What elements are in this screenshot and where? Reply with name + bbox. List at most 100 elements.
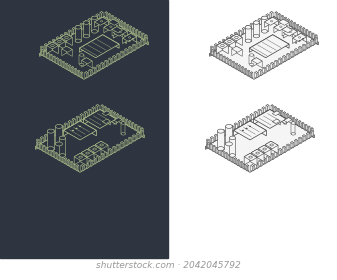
Polygon shape	[283, 19, 289, 29]
Polygon shape	[287, 27, 293, 37]
Polygon shape	[68, 65, 69, 71]
Polygon shape	[218, 41, 221, 43]
Polygon shape	[248, 116, 249, 122]
Polygon shape	[104, 23, 118, 31]
Polygon shape	[97, 155, 98, 162]
Polygon shape	[76, 116, 79, 118]
Polygon shape	[228, 37, 229, 43]
Polygon shape	[100, 11, 103, 13]
Polygon shape	[44, 134, 46, 141]
Polygon shape	[208, 139, 210, 145]
Polygon shape	[206, 109, 314, 172]
Polygon shape	[113, 55, 116, 57]
Polygon shape	[105, 12, 108, 13]
Polygon shape	[79, 35, 103, 52]
Polygon shape	[270, 11, 273, 13]
Polygon shape	[97, 155, 100, 157]
Polygon shape	[78, 165, 79, 171]
Polygon shape	[132, 28, 135, 29]
Ellipse shape	[229, 154, 236, 157]
Ellipse shape	[80, 63, 84, 66]
Polygon shape	[121, 115, 122, 122]
Polygon shape	[207, 142, 209, 143]
Polygon shape	[138, 126, 139, 132]
Polygon shape	[278, 13, 279, 20]
Polygon shape	[299, 137, 300, 143]
Polygon shape	[104, 151, 106, 157]
Polygon shape	[263, 67, 264, 73]
Polygon shape	[218, 41, 220, 48]
Polygon shape	[290, 21, 293, 22]
Polygon shape	[219, 149, 221, 150]
Polygon shape	[236, 32, 237, 39]
Polygon shape	[117, 53, 120, 55]
Polygon shape	[287, 114, 289, 120]
Polygon shape	[302, 135, 306, 137]
Polygon shape	[282, 146, 286, 148]
Polygon shape	[246, 116, 248, 122]
Polygon shape	[240, 121, 241, 127]
Polygon shape	[249, 35, 289, 58]
Polygon shape	[114, 146, 116, 153]
Polygon shape	[218, 132, 221, 134]
Polygon shape	[65, 63, 66, 69]
Bar	[91, 18, 97, 31]
Polygon shape	[263, 158, 266, 160]
Polygon shape	[222, 130, 225, 132]
Polygon shape	[294, 117, 295, 123]
Polygon shape	[256, 58, 262, 68]
Polygon shape	[288, 19, 290, 25]
Polygon shape	[300, 137, 302, 143]
Polygon shape	[211, 144, 212, 150]
Polygon shape	[81, 149, 87, 161]
Polygon shape	[86, 72, 88, 78]
Polygon shape	[53, 151, 54, 157]
Polygon shape	[238, 121, 241, 122]
Polygon shape	[85, 162, 88, 164]
Polygon shape	[314, 37, 317, 39]
Polygon shape	[140, 31, 141, 37]
Polygon shape	[100, 11, 101, 18]
Bar	[249, 55, 254, 64]
Polygon shape	[47, 42, 58, 49]
Polygon shape	[264, 107, 265, 113]
Ellipse shape	[86, 152, 89, 154]
Polygon shape	[88, 109, 90, 115]
Polygon shape	[43, 145, 45, 147]
Polygon shape	[142, 33, 144, 34]
Polygon shape	[132, 44, 135, 46]
Bar	[59, 138, 65, 155]
Polygon shape	[286, 114, 287, 120]
Polygon shape	[285, 17, 286, 23]
Polygon shape	[251, 165, 254, 167]
Bar	[80, 55, 84, 64]
Polygon shape	[275, 151, 276, 157]
Polygon shape	[281, 110, 283, 116]
Polygon shape	[68, 65, 71, 66]
Polygon shape	[282, 15, 283, 21]
Polygon shape	[135, 29, 138, 31]
Polygon shape	[71, 161, 73, 167]
Polygon shape	[82, 58, 92, 64]
Polygon shape	[130, 137, 132, 143]
Polygon shape	[259, 109, 261, 115]
Polygon shape	[253, 109, 286, 129]
Bar	[83, 23, 89, 36]
Polygon shape	[47, 52, 49, 54]
Polygon shape	[48, 132, 50, 138]
Polygon shape	[228, 154, 231, 156]
Polygon shape	[124, 117, 125, 123]
Polygon shape	[102, 153, 104, 160]
Polygon shape	[286, 53, 290, 55]
Ellipse shape	[245, 25, 251, 29]
Polygon shape	[210, 46, 214, 48]
Bar	[262, 18, 268, 31]
Polygon shape	[220, 132, 221, 138]
Polygon shape	[84, 21, 87, 23]
Polygon shape	[122, 142, 124, 148]
Polygon shape	[232, 125, 233, 132]
Polygon shape	[299, 46, 302, 48]
Polygon shape	[56, 58, 58, 59]
Polygon shape	[95, 141, 101, 153]
Polygon shape	[82, 114, 83, 120]
